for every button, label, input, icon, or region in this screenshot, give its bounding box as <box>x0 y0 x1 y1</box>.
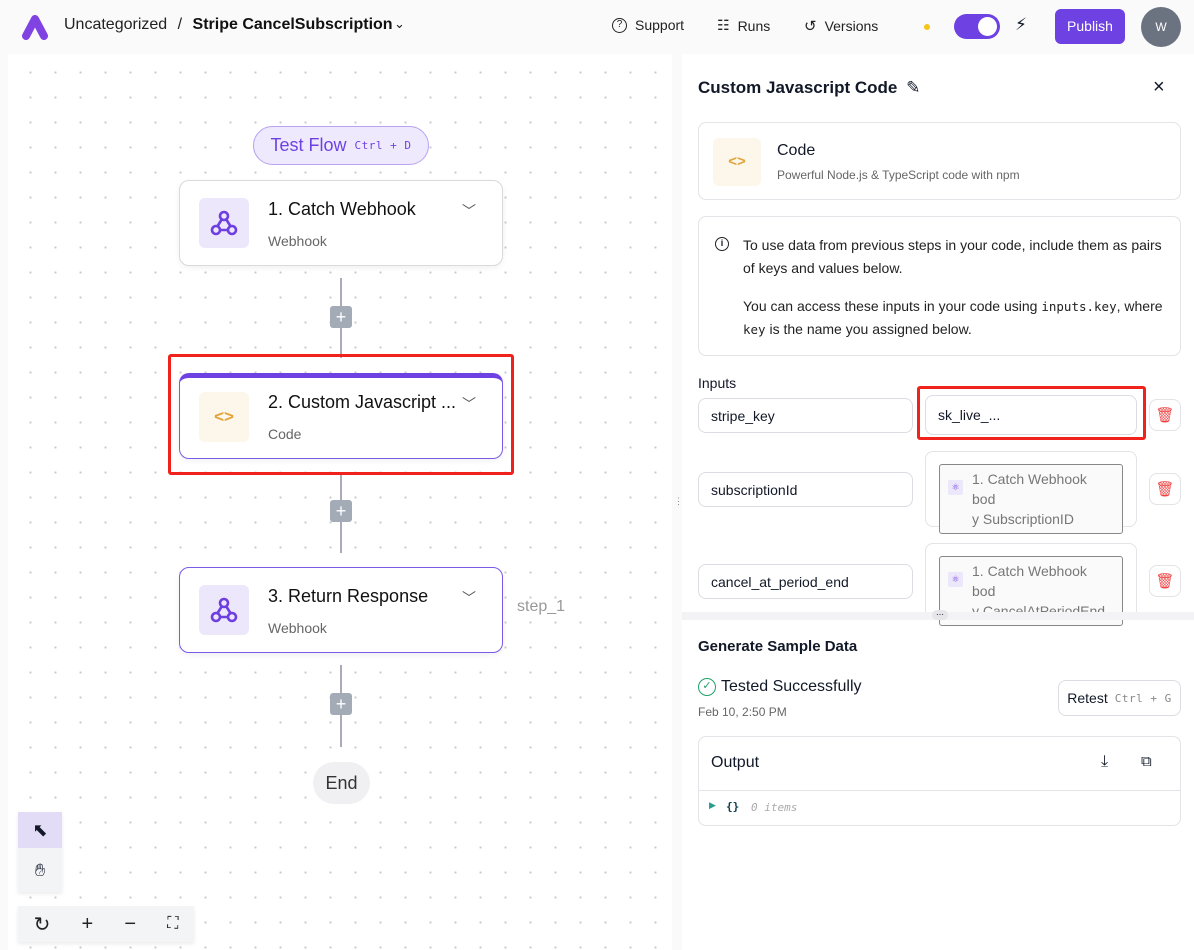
edit-pencil-icon[interactable]: ✎ <box>906 78 921 97</box>
delete-input-button[interactable]: 🗑︎ <box>1149 399 1181 431</box>
copy-icon[interactable]: ⧉ <box>1141 753 1152 770</box>
support-label: Support <box>635 17 685 33</box>
step-node-custom-javascript[interactable]: <> 2. Custom Javascript ... Code ﹀ <box>179 373 503 459</box>
step-subtitle: Code <box>268 426 302 442</box>
webhook-icon <box>199 198 249 248</box>
retest-shortcut: Ctrl + G <box>1114 691 1172 705</box>
step-name-label: step_1 <box>517 598 566 615</box>
webhook-icon: ⚛ <box>948 480 963 495</box>
zoom-in-icon[interactable]: + <box>81 912 94 935</box>
input-value-field[interactable]: ⚛ 1. Catch Webhook bod y SubscriptionID <box>925 451 1137 534</box>
breadcrumb-folder[interactable]: Uncategorized <box>64 16 168 33</box>
retest-label: Retest <box>1067 690 1108 706</box>
input-key-field[interactable]: stripe_key <box>698 398 913 433</box>
status-dot <box>924 24 930 30</box>
trash-icon: 🗑︎ <box>1155 481 1175 498</box>
divider <box>699 790 1180 791</box>
output-card: Output ⤓ ⧉ ▶ {} 0 items <box>698 736 1181 826</box>
top-bar: Uncategorized / Stripe CancelSubscriptio… <box>0 0 1194 52</box>
chevron-down-icon[interactable]: ﹀ <box>462 396 476 412</box>
runs-button[interactable]: ☷ Runs <box>717 17 770 34</box>
publish-button[interactable]: Publish <box>1055 9 1125 44</box>
chevron-down-icon[interactable]: ﹀ <box>462 203 476 219</box>
zoom-out-icon[interactable]: − <box>124 912 137 935</box>
test-timestamp: Feb 10, 2:50 PM <box>698 705 787 719</box>
test-flow-label: Test Flow <box>270 135 347 155</box>
panel-title: Custom Javascript Code ✎ <box>698 78 921 97</box>
test-flow-button[interactable]: Test Flow Ctrl + D <box>253 126 429 165</box>
step-subtitle: Webhook <box>268 620 327 636</box>
inputs-label: Inputs <box>698 375 737 391</box>
flow-menu-chevron-icon[interactable]: ⌄ <box>394 16 405 31</box>
help-circle-icon: ? <box>612 17 627 33</box>
add-step-button[interactable]: + <box>330 306 352 328</box>
list-icon: ☷ <box>717 17 730 33</box>
panel-resize-handle[interactable]: ⋮ <box>674 496 683 506</box>
step-node-catch-webhook[interactable]: 1. Catch Webhook Webhook ﹀ <box>179 180 503 266</box>
zoom-toolbar: ↻ + − ⛶ <box>18 906 194 942</box>
hand-pan-icon[interactable]: ✋︎ <box>34 860 46 880</box>
add-step-button[interactable]: + <box>330 500 352 522</box>
test-flow-shortcut: Ctrl + D <box>354 139 412 152</box>
fit-view-icon[interactable]: ⛶ <box>167 915 179 932</box>
code-icon: <> <box>713 138 761 186</box>
breadcrumb: Uncategorized / Stripe CancelSubscriptio… <box>64 16 393 34</box>
select-pointer-icon[interactable]: ⬉ <box>18 812 62 848</box>
step-subtitle: Webhook <box>268 233 327 249</box>
piece-card: <> Code Powerful Node.js & TypeScript co… <box>698 122 1181 200</box>
output-title: Output <box>711 754 760 771</box>
versions-button[interactable]: ↺ Versions <box>804 17 878 35</box>
piece-description: Powerful Node.js & TypeScript code with … <box>777 168 1020 182</box>
section-resize-handle[interactable]: ⋯ <box>682 610 1194 620</box>
json-braces: {} <box>726 800 740 813</box>
check-circle-icon: ✓ <box>698 678 716 696</box>
highlight-annotation <box>168 354 514 475</box>
step-reference-chip[interactable]: ⚛ 1. Catch Webhook bod y SubscriptionID <box>939 464 1123 534</box>
expand-caret-icon[interactable]: ▶ <box>709 800 716 810</box>
runs-label: Runs <box>737 17 771 34</box>
input-value-field[interactable]: sk_live_... <box>925 395 1137 435</box>
logo-icon[interactable] <box>20 14 50 40</box>
delete-input-button[interactable]: 🗑︎ <box>1149 473 1181 505</box>
chevron-down-icon[interactable]: ﹀ <box>462 590 476 606</box>
info-icon: i <box>715 237 729 251</box>
support-button[interactable]: ? Support <box>612 17 684 33</box>
test-status: ✓ Tested Successfully <box>698 678 862 696</box>
trash-icon: 🗑︎ <box>1155 407 1175 424</box>
versions-label: Versions <box>824 18 879 34</box>
delete-input-button[interactable]: 🗑︎ <box>1149 565 1181 597</box>
flow-name[interactable]: Stripe CancelSubscription <box>192 16 393 33</box>
highlight-annotation <box>917 386 1146 440</box>
sample-data-title: Generate Sample Data <box>698 638 858 655</box>
history-icon: ↺ <box>804 18 817 35</box>
input-value-field[interactable]: ⚛ 1. Catch Webhook bod y CancelAtPeriodEnd <box>925 543 1137 626</box>
info-box: i To use data from previous steps in you… <box>698 216 1181 356</box>
avatar[interactable]: W <box>1141 7 1181 47</box>
end-node: End <box>313 762 370 804</box>
step-title: 1. Catch Webhook <box>268 199 416 219</box>
webhook-icon: ⚛ <box>948 572 963 587</box>
trash-icon: 🗑︎ <box>1155 573 1175 590</box>
step-node-return-response[interactable]: 3. Return Response Webhook ﹀ <box>179 567 503 653</box>
step-title: 3. Return Response <box>268 586 429 606</box>
input-key-field[interactable]: subscriptionId <box>698 472 913 507</box>
code-icon: <> <box>199 392 249 442</box>
add-step-button[interactable]: + <box>330 693 352 715</box>
retest-button[interactable]: Retest Ctrl + G <box>1058 680 1181 716</box>
json-item-count: 0 items <box>751 801 798 814</box>
canvas-mode-toolbar: ⬉ ✋︎ <box>18 812 62 892</box>
info-text: To use data from previous steps in your … <box>743 237 1162 276</box>
download-icon[interactable]: ⤓ <box>1101 753 1109 770</box>
breadcrumb-separator: / <box>177 16 183 33</box>
enable-flow-toggle[interactable] <box>954 14 1000 39</box>
webhook-icon <box>199 585 249 635</box>
reset-view-icon[interactable]: ↻ <box>33 913 51 936</box>
step-title: 2. Custom Javascript ... <box>268 392 457 412</box>
piece-name: Code <box>777 142 816 159</box>
input-key-field[interactable]: cancel_at_period_end <box>698 564 913 599</box>
lightning-icon[interactable]: ⚡︎ <box>1015 15 1027 34</box>
info-text-2: You can access these inputs in your code… <box>743 298 1163 337</box>
close-icon[interactable]: × <box>1153 76 1165 98</box>
